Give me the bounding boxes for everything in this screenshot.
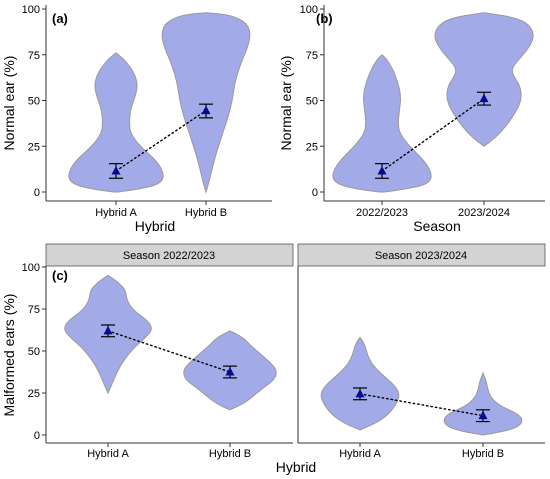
panel-a-violin-1 xyxy=(68,52,164,193)
panel-b-mean-point-2 xyxy=(479,93,489,103)
panel-b-violin-2 xyxy=(434,12,534,147)
panel-a-y-tick-label-100: 100 xyxy=(22,4,40,16)
panel-c-right-x-tick-hybrid-b: Hybrid B xyxy=(462,448,504,460)
panel-a: 0 25 50 75 100 (a) Hybrid Normal ear (%) Hyb… xyxy=(1,4,272,234)
panel-b-plot-area: 0 25 50 75 100 xyxy=(300,4,545,205)
panel-b-y-tick-label-100: 100 xyxy=(300,4,318,16)
panel-c-left-y-tick-label-50: 50 xyxy=(28,346,40,358)
facet-strip-left-label: Season 2022/2023 xyxy=(123,250,215,262)
panel-c-right-plot-area xyxy=(297,266,545,447)
panel-c-left-mean-connector xyxy=(107,330,231,373)
panel-b-x-axis-title: Season xyxy=(413,218,460,234)
panel-c-right-mean-point-1 xyxy=(355,388,365,398)
panel-b-mean-connector xyxy=(381,97,485,172)
panel-a-x-tick-hybrid-b: Hybrid B xyxy=(185,207,227,219)
panel-c-left-y-tick-label-100: 100 xyxy=(22,262,40,274)
panel-b-x-tick-2023-2024: 2023/2024 xyxy=(458,207,510,219)
panel-b-y-tick-label-75: 75 xyxy=(306,50,318,62)
panel-a-x-tick-hybrid-a: Hybrid A xyxy=(95,207,137,219)
panel-c-x-axis-title: Hybrid xyxy=(276,459,316,475)
panel-c-right-mean-connector xyxy=(359,393,484,417)
panel-c-left-x-tick-hybrid-b: Hybrid B xyxy=(209,448,251,460)
panel-c: Season 2022/2023 Season 2023/2024 0 25 50 7… xyxy=(1,243,546,475)
panel-c-right-violin-2 xyxy=(443,371,523,436)
panel-c-left-x-tick-hybrid-a: Hybrid A xyxy=(87,448,129,460)
panel-c-left-mean-point-2 xyxy=(225,367,235,376)
facet-strip-right xyxy=(297,243,546,267)
panel-a-y-tick-label-75: 75 xyxy=(28,50,40,62)
panel-a-mean-connector xyxy=(115,109,207,172)
panel-a-mean-point-1 xyxy=(111,165,121,175)
panel-b-y-tick-label-50: 50 xyxy=(306,96,318,108)
panel-c-right-x-tick-hybrid-a: Hybrid A xyxy=(339,448,381,460)
panel-a-y-tick-label-0: 0 xyxy=(34,187,40,199)
panel-a-label: (a) xyxy=(52,11,68,26)
panel-a-y-tick-label-25: 25 xyxy=(28,141,40,153)
panel-c-left-y-tick-label-0: 0 xyxy=(34,430,40,442)
facet-strip-right-label: Season 2023/2024 xyxy=(375,250,467,262)
panel-b: 0 25 50 75 100 (b) Season Normal ear (%) 202… xyxy=(278,4,545,234)
panel-a-x-axis-title: Hybrid xyxy=(135,218,175,234)
panel-a-plot-area: 0 25 50 75 100 xyxy=(22,4,272,205)
panel-c-left-plot-area: 0 25 50 75 100 xyxy=(22,262,293,447)
panel-c-y-axis-title: Malformed ears (%) xyxy=(1,294,17,417)
panel-a-y-tick-label-50: 50 xyxy=(28,96,40,108)
panel-c-label: (c) xyxy=(52,268,68,283)
panel-c-right-mean-point-2 xyxy=(478,410,488,420)
panel-b-y-tick-label-25: 25 xyxy=(306,141,318,153)
panel-b-label: (b) xyxy=(316,11,333,26)
panel-b-y-axis-title: Normal ear (%) xyxy=(278,56,294,151)
panel-c-left-mean-point-1 xyxy=(103,325,113,335)
panel-b-x-tick-2022-2023: 2022/2023 xyxy=(356,207,408,219)
facet-strip-left xyxy=(45,243,294,267)
panel-c-left-y-tick-label-75: 75 xyxy=(28,304,40,316)
panel-b-mean-point-1 xyxy=(377,165,387,175)
panel-c-right-violin-1 xyxy=(320,336,400,431)
panel-b-y-tick-label-0: 0 xyxy=(312,187,318,199)
panel-c-left-y-tick-label-25: 25 xyxy=(28,388,40,400)
panel-a-y-axis-title: Normal ear (%) xyxy=(1,56,17,151)
panel-a-mean-point-2 xyxy=(201,105,211,115)
panel-a-violin-2 xyxy=(161,12,251,194)
